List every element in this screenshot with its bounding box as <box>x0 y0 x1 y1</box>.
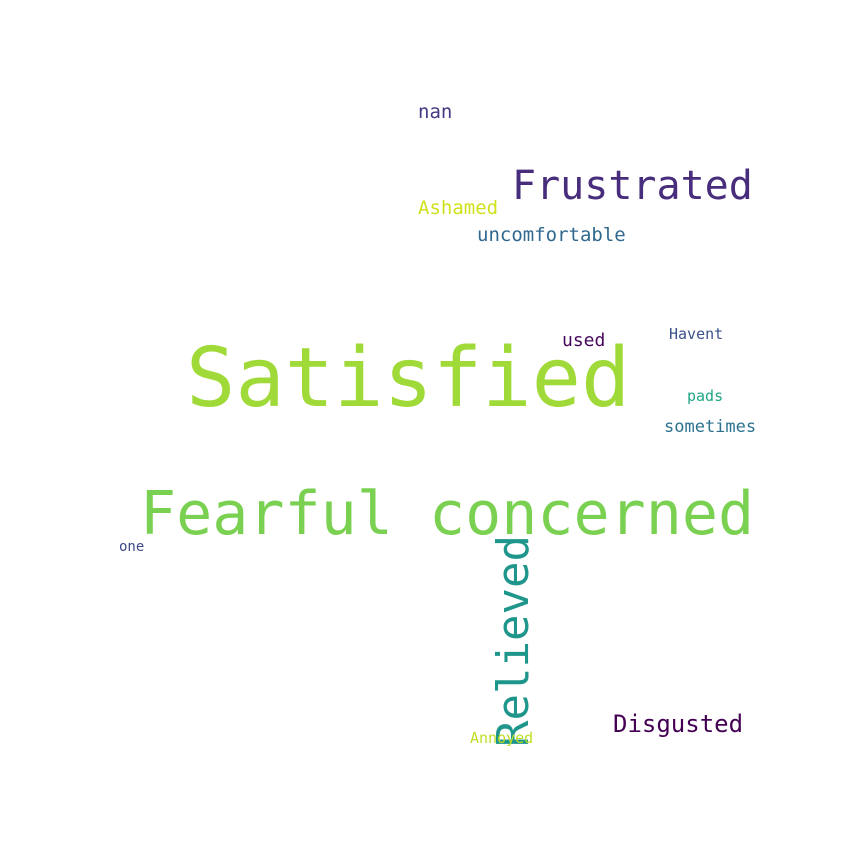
word-havent: Havent <box>669 325 724 343</box>
word-pads: pads <box>687 387 724 405</box>
word-annoyed: Annoyed <box>470 729 534 747</box>
word-uncomfortable: uncomfortable <box>477 224 626 246</box>
word-nan: nan <box>418 101 453 123</box>
word-disgusted: Disgusted <box>613 710 744 738</box>
word-satisfied: Satisfied <box>186 331 631 426</box>
word-fearful-concerned: Fearful concerned <box>140 479 755 549</box>
word-one: one <box>119 539 145 555</box>
word-frustrated: Frustrated <box>512 163 753 209</box>
word-used: used <box>562 330 606 351</box>
word-ashamed: Ashamed <box>418 197 499 219</box>
word-sometimes: sometimes <box>664 417 757 437</box>
